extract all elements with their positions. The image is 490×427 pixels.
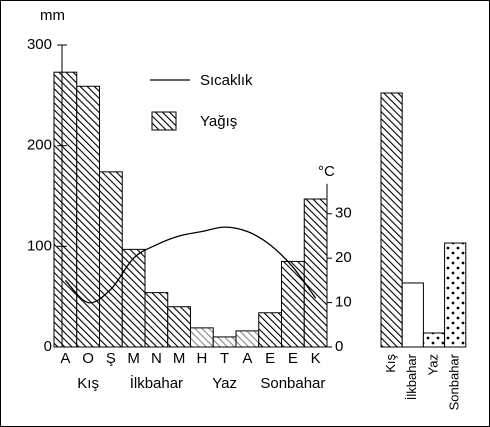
y2-tick-label: 30 (335, 205, 352, 222)
season-label: Kış (383, 354, 398, 373)
bar (144, 292, 169, 348)
category-group-label: Kış (77, 375, 99, 392)
bar (121, 248, 146, 348)
legend-label: Yağış (200, 113, 237, 130)
x-tick-label: A (60, 350, 70, 367)
bar (99, 171, 123, 348)
y-tick-label: 0 (44, 338, 52, 355)
legend-swatch (151, 111, 177, 131)
x-tick-label: E (265, 350, 275, 367)
category-group-label: Yaz (212, 375, 237, 392)
category-group-label: Sonbahar (260, 375, 325, 392)
bar (212, 336, 237, 348)
y-tick-label: 100 (27, 237, 52, 254)
category-group-label: İlkbahar (130, 374, 183, 392)
x-tick-label: O (82, 350, 94, 367)
legend-label: Sıcaklık (200, 72, 253, 89)
bar (167, 306, 191, 348)
bar (258, 312, 282, 348)
season-bar (380, 92, 403, 348)
x-tick-label: M (127, 350, 140, 367)
temperature-line (64, 226, 317, 304)
y2-tick-label: 0 (335, 338, 343, 355)
bar (281, 260, 305, 348)
y2-axis-label: °C (318, 163, 335, 180)
x-tick-label: M (173, 350, 186, 367)
season-label: Yaz (425, 354, 440, 375)
bar (235, 330, 260, 348)
x-tick-label: Ş (106, 350, 116, 367)
x-tick-label: N (151, 350, 162, 367)
y2-tick-label: 10 (335, 294, 352, 311)
season-bar (401, 282, 424, 348)
y-tick-label: 300 (27, 36, 52, 53)
x-tick-label: A (242, 350, 252, 367)
bar (76, 85, 100, 348)
y-axis-label: mm (40, 7, 65, 24)
y-tick-label: 200 (27, 137, 52, 154)
x-tick-label: T (220, 350, 229, 367)
bar (53, 71, 78, 348)
season-bar (422, 332, 446, 348)
x-tick-label: E (288, 350, 298, 367)
y2-tick-label: 20 (335, 249, 352, 266)
season-label: Sonbahar (447, 353, 462, 410)
season-bar (444, 242, 467, 348)
season-label: İlkbahar (404, 353, 419, 400)
x-tick-label: K (311, 350, 321, 367)
bar (303, 198, 328, 348)
x-tick-label: H (196, 350, 207, 367)
bar (190, 327, 214, 348)
